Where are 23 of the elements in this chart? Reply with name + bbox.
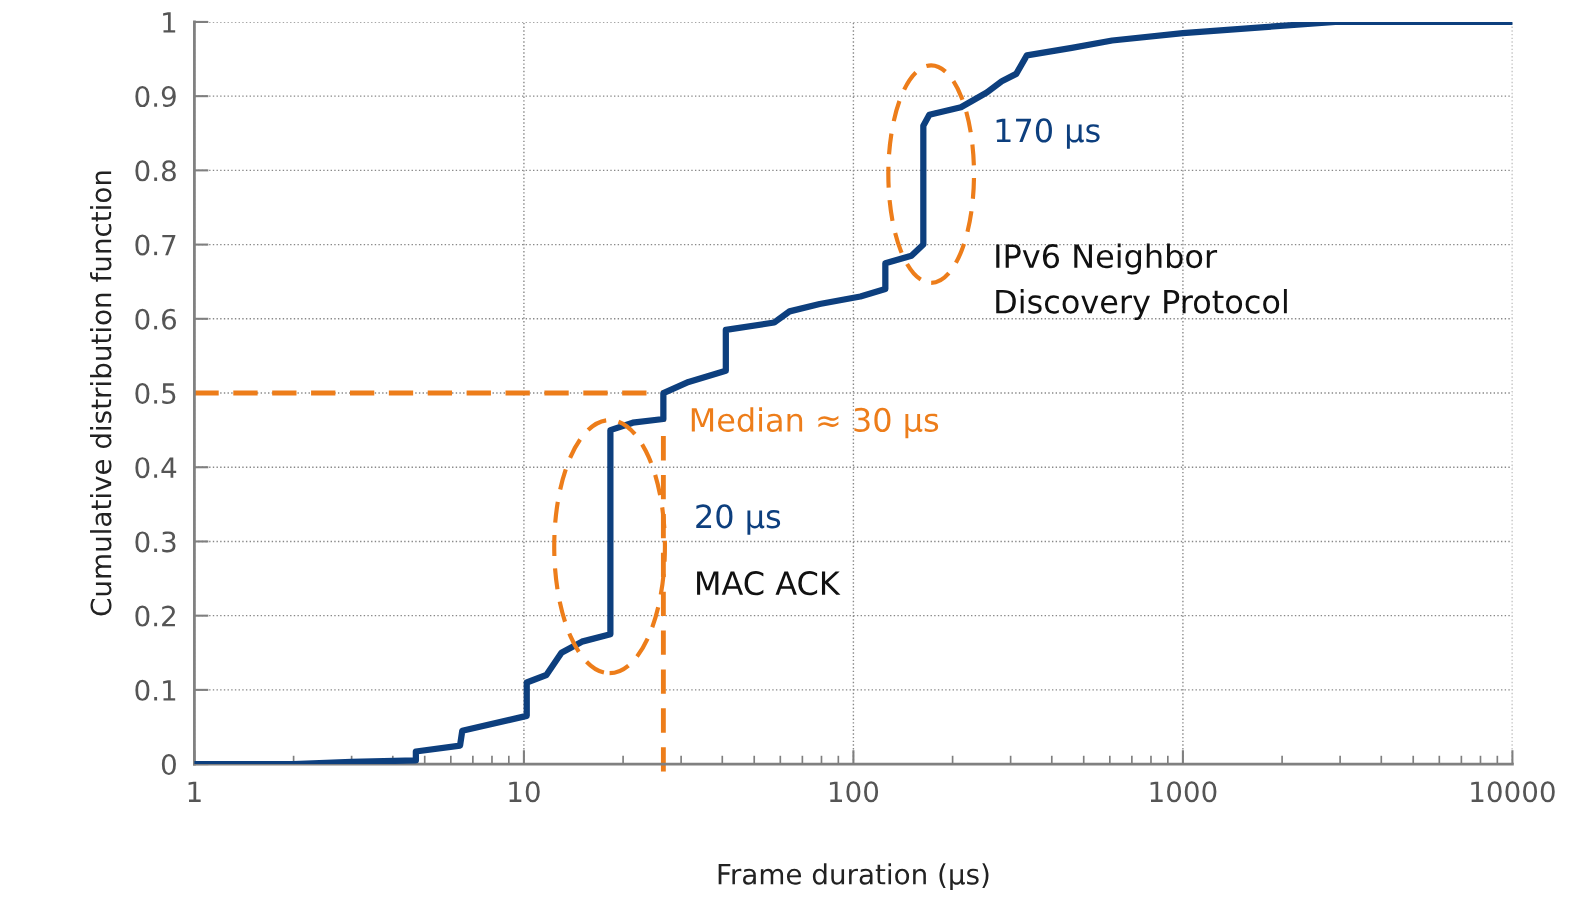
y-tick-label: 0.3	[135, 531, 176, 553]
x-tick-label: 10	[509, 781, 540, 803]
annotation: IPv6 Neighbor Discovery Protocol	[996, 243, 1287, 320]
y-axis-title: Cumulative distribution function	[90, 171, 112, 616]
y-tick-label: 0.4	[135, 457, 177, 479]
y-tick-label: 0	[161, 754, 176, 776]
y-tick-label: 0.7	[135, 234, 176, 256]
annotation: 170 µs	[996, 118, 1100, 149]
y-tick-label: 0.6	[135, 308, 176, 330]
y-tick-label: 1	[163, 12, 176, 33]
x-tick-label: 100	[829, 781, 879, 803]
y-tick-label: 0.1	[135, 679, 176, 701]
annotation: MAC ACK	[697, 571, 841, 596]
x-axis-title: Frame duration (µs)	[718, 863, 989, 891]
y-tick-label: 0.8	[135, 160, 176, 182]
y-tick-label: 0.5	[135, 382, 176, 404]
x-tick-label: 1000	[1150, 781, 1217, 803]
annotation: 20 µs	[696, 504, 781, 535]
y-tick-label: 0.2	[135, 605, 175, 627]
annotation: Median ≈ 30 µs	[691, 407, 939, 439]
x-tick-label: 10000	[1471, 781, 1555, 803]
x-tick-label: 1	[188, 781, 201, 802]
y-tick-label: 0.9	[135, 86, 176, 108]
